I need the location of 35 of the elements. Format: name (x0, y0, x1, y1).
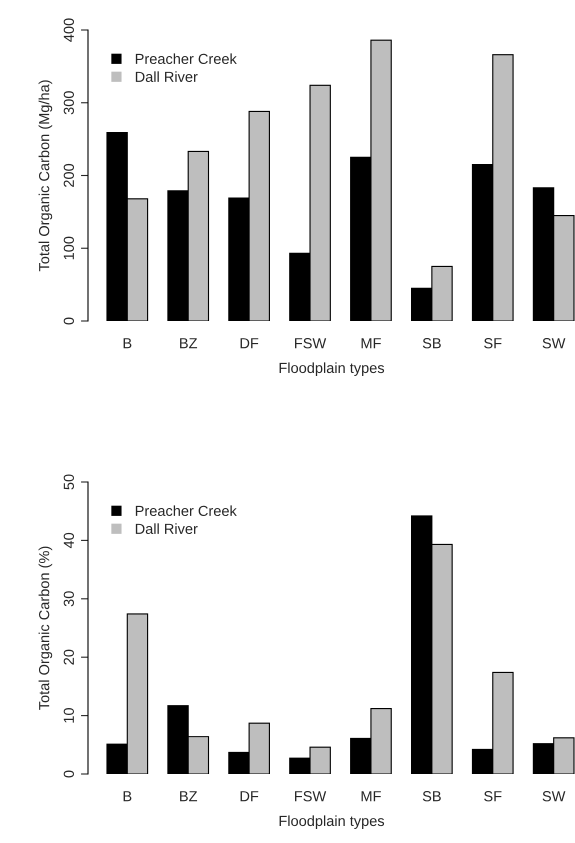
x-axis-title: Floodplain types (280, 362, 384, 376)
x-tick-label: BZ (180, 338, 198, 348)
x-tick-label: SB (422, 791, 441, 802)
x-tick-label: FSW (295, 338, 326, 348)
x-tick-label: MF (362, 338, 381, 348)
x-tick-label: MF (362, 791, 381, 802)
x-tick-label: B (124, 791, 132, 802)
legend-label: Preacher Creek (136, 505, 237, 516)
x-tick-label: B (124, 338, 132, 348)
x-tick-label: FSW (295, 791, 326, 802)
y-tick-label: 200 (64, 164, 74, 187)
y-tick-label: 20 (64, 650, 74, 665)
y-tick-label: 10 (64, 708, 74, 723)
x-axis-title: Floodplain types (280, 815, 384, 829)
legend-label: Dall River (136, 71, 198, 82)
y-tick-label: 50 (64, 474, 74, 490)
y-tick-label: 300 (64, 91, 74, 114)
x-tick-label: SF (484, 338, 502, 348)
x-tick-label: DF (240, 338, 258, 348)
y-tick-label: 0 (64, 318, 74, 324)
x-tick-label: SW (542, 338, 566, 348)
y-tick-label: 0 (64, 770, 74, 778)
y-tick-label: 30 (64, 591, 74, 606)
legend-label: Preacher Creek (136, 53, 237, 64)
x-tick-label: SB (422, 338, 441, 348)
x-tick-label: BZ (180, 791, 198, 802)
y-tick-label: 40 (64, 532, 74, 548)
y-axis-title: Total Organic Carbon (%) (38, 546, 52, 710)
y-axis-title: Total Organic Carbon (Mg/ha) (38, 80, 52, 272)
x-tick-label: DF (240, 791, 258, 802)
x-tick-label: SF (484, 791, 502, 802)
y-tick-label: 400 (64, 18, 74, 42)
x-tick-label: SW (542, 791, 566, 802)
legend-label: Dall River (136, 523, 198, 534)
y-tick-label: 100 (64, 236, 74, 260)
